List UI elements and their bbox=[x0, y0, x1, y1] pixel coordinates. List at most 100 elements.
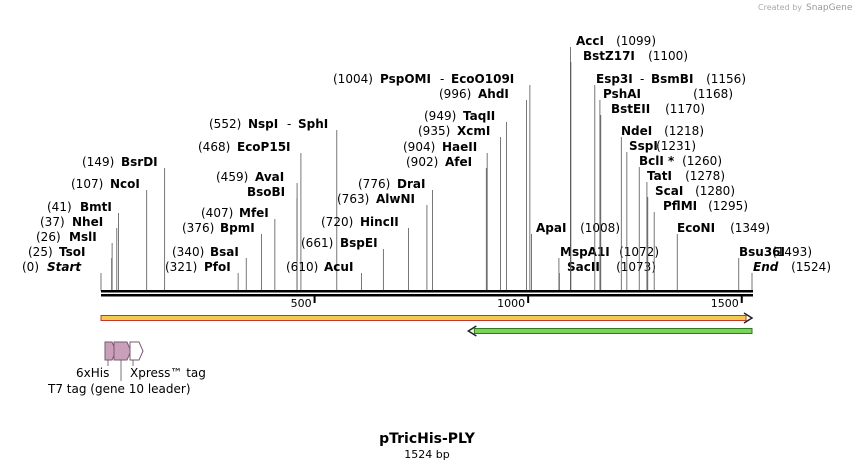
site-ncoi[interactable]: (107) NcoI bbox=[71, 177, 148, 291]
site-position: (776) bbox=[358, 177, 390, 191]
site-name: BpmI bbox=[220, 221, 255, 235]
site-position: (468) bbox=[198, 140, 230, 154]
site-bcli-[interactable]: (1260) BclI * bbox=[638, 154, 722, 291]
site-position: (1295) bbox=[708, 199, 748, 213]
tick-label: 1000 bbox=[497, 297, 525, 310]
site-tsoi[interactable]: (25) TsoI bbox=[28, 245, 113, 291]
site-bstz17i[interactable]: (1100) BstZ17I bbox=[570, 49, 688, 291]
site-tati[interactable]: (1278) TatI bbox=[646, 169, 725, 291]
site-name: PspOMI bbox=[380, 72, 431, 86]
site-name: Bsu36I bbox=[739, 245, 785, 259]
site-position: (26) bbox=[36, 230, 61, 244]
site-bsobi[interactable]: BsoBI bbox=[247, 185, 298, 291]
site-position: (996) bbox=[439, 87, 471, 101]
site-separator: - bbox=[440, 72, 444, 86]
site-ndei[interactable]: (1218) NdeI bbox=[620, 124, 704, 291]
site-name: ApaI bbox=[536, 221, 566, 235]
site-name: AlwNI bbox=[376, 192, 415, 206]
site-bsrdi[interactable]: (149) BsrDI bbox=[82, 155, 166, 291]
backbone-strand-top bbox=[101, 290, 753, 293]
site-taqii[interactable]: (949) TaqII bbox=[424, 109, 507, 291]
site-name: EcoP15I bbox=[237, 140, 291, 154]
site-msli[interactable]: (26) MslI bbox=[36, 230, 113, 291]
site-acci[interactable]: (1099) AccI bbox=[570, 34, 656, 291]
site-name: MfeI bbox=[239, 206, 269, 220]
site-bsu36i[interactable]: (1493)Bsu36I bbox=[738, 245, 812, 291]
site-avai[interactable]: (459) AvaI bbox=[216, 170, 298, 291]
site-name: BmtI bbox=[80, 200, 112, 214]
site-sacii[interactable]: (1073) SacII bbox=[558, 260, 656, 291]
feature-label: 6xHis bbox=[76, 366, 109, 380]
site-ahdi[interactable]: (996) AhdI bbox=[439, 87, 527, 291]
site-xcmi[interactable]: (935) XcmI bbox=[418, 124, 501, 291]
site-hincii[interactable]: (720) HincII bbox=[321, 215, 409, 291]
site-name: AfeI bbox=[445, 155, 472, 169]
site-pflmi[interactable]: (1295) PflMI bbox=[653, 199, 748, 291]
site-name: MslI bbox=[69, 230, 97, 244]
site-start[interactable]: (0) Start bbox=[22, 260, 102, 291]
site-position: (1231) bbox=[656, 139, 696, 153]
site-position: (1004) bbox=[333, 72, 373, 86]
site-mfei[interactable]: (407) MfeI bbox=[201, 206, 276, 291]
site-mspa1i[interactable]: (1072)MspA1I bbox=[558, 245, 659, 291]
site-afei[interactable]: (902) AfeI bbox=[406, 155, 487, 291]
site-name: SacII bbox=[567, 260, 600, 274]
orf-forward-bar[interactable] bbox=[100, 315, 747, 321]
site-drai[interactable]: (776) DraI bbox=[358, 177, 433, 291]
site-name-secondary: BsmBI bbox=[651, 72, 693, 86]
feature-arrow[interactable] bbox=[129, 341, 144, 361]
site-alwni[interactable]: (763) AlwNI bbox=[337, 192, 428, 291]
site-pfoi[interactable]: (321) PfoI bbox=[165, 260, 239, 291]
features: 6xHis Xpress™ tag T7 tag (gene 10 leader) bbox=[47, 341, 206, 396]
site-name: SspI bbox=[629, 139, 658, 153]
site-position: (552) bbox=[209, 117, 241, 131]
site-position: (1280) bbox=[695, 184, 735, 198]
site-esp3i[interactable]: (1156) Esp3I - BsmBI bbox=[594, 72, 746, 291]
site-econi[interactable]: (1349) EcoNI bbox=[676, 221, 770, 291]
site-haeii[interactable]: (904) HaeII bbox=[403, 140, 488, 291]
site-position: (1278) bbox=[685, 169, 725, 183]
site-name: End bbox=[753, 260, 779, 274]
site-position: (1100) bbox=[648, 49, 688, 63]
site-name: DraI bbox=[397, 177, 425, 191]
site-name: NspI bbox=[248, 117, 278, 131]
site-name: TatI bbox=[647, 169, 672, 183]
tick-label: 500 bbox=[291, 297, 312, 310]
site-name: PflMI bbox=[663, 199, 697, 213]
site-end[interactable]: (1524) End bbox=[751, 260, 831, 291]
site-position: (935) bbox=[418, 124, 450, 138]
site-bpmi[interactable]: (376) BpmI bbox=[182, 221, 263, 291]
site-nhei[interactable]: (37) NheI bbox=[40, 215, 118, 291]
site-bmti[interactable]: (41) BmtI bbox=[47, 200, 119, 291]
site-acui[interactable]: (610) AcuI bbox=[286, 260, 362, 291]
site-nspi[interactable]: (552) NspI - SphI bbox=[209, 117, 338, 291]
site-name: EcoNI bbox=[677, 221, 715, 235]
site-name: MspA1I bbox=[560, 245, 610, 259]
site-position: (902) bbox=[406, 155, 438, 169]
site-scai[interactable]: (1280) ScaI bbox=[647, 184, 735, 291]
site-position: (949) bbox=[424, 109, 456, 123]
site-position: (1099) bbox=[616, 34, 656, 48]
orf-reverse-bar[interactable] bbox=[473, 328, 753, 334]
site-position: (321) bbox=[165, 260, 197, 274]
site-sspi[interactable]: (1231)SspI bbox=[626, 139, 696, 291]
site-bspei[interactable]: (661) BspEI bbox=[301, 236, 384, 291]
credit-prefix: Created by bbox=[758, 3, 802, 12]
site-position: (1218) bbox=[664, 124, 704, 138]
site-ecop15i[interactable]: (468) EcoP15I bbox=[198, 140, 302, 291]
site-bsai[interactable]: (340) BsaI bbox=[172, 245, 247, 291]
site-name: HaeII bbox=[442, 140, 477, 154]
site-name-secondary: EcoO109I bbox=[451, 72, 514, 86]
tick-label: 1500 bbox=[711, 297, 739, 310]
site-pshai[interactable]: (1168) PshAI bbox=[599, 87, 733, 291]
backbone bbox=[101, 290, 753, 297]
site-pspomi[interactable]: (1004) PspOMI - EcoO109I bbox=[333, 72, 531, 291]
site-name: NheI bbox=[72, 215, 103, 229]
site-bsteii[interactable]: (1170) BstEII bbox=[600, 102, 705, 291]
site-position: (407) bbox=[201, 206, 233, 220]
feature-arrow[interactable] bbox=[113, 341, 132, 361]
site-position: (1073) bbox=[616, 260, 656, 274]
site-position: (37) bbox=[40, 215, 65, 229]
site-name: Start bbox=[47, 260, 82, 274]
